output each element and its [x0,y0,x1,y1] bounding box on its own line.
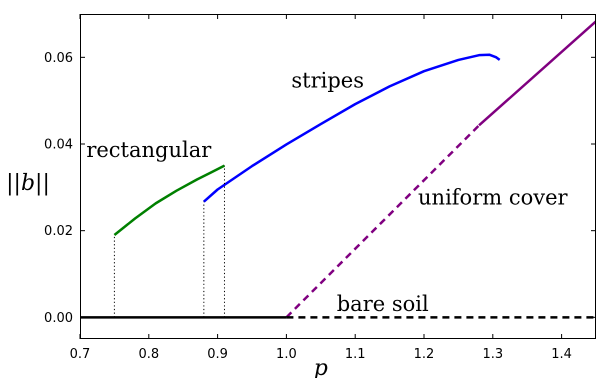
y-tick-label: 0.04 [44,138,73,153]
series-line-uniform-cover [478,20,596,127]
bifurcation-markers [113,165,225,318]
x-tick-label: 1.1 [345,347,366,362]
x-tick-label: 0.8 [138,347,159,362]
x-tick-label: 1.2 [414,347,435,362]
annotation-rectangular: rectangular [86,138,212,162]
series-line-stripes [203,53,501,203]
x-tick-label: 0.7 [70,347,91,362]
annotations: rectangular stripes uniform cover bare soil [86,69,568,316]
annotation-bare-soil: bare soil [337,292,429,316]
y-axis-label: ||b|| [6,171,50,196]
series-layer [80,20,596,319]
plot-frame [80,14,596,339]
y-tick-label: 0.02 [44,224,73,239]
annotation-stripes: stripes [291,69,364,93]
series-line-uniform-cover-unstable [285,124,480,319]
series-line-rectangular [113,164,226,236]
x-axis-label: p [314,356,328,378]
x-tick-label: 1.0 [276,347,297,362]
y-tick-label: 0.00 [44,311,73,326]
axis-ticks: 0.7 0.8 0.9 1.0 1.1 1.2 1.3 1.4 0.00 0.02 0.04 0.06 [44,14,596,362]
x-tick-label: 0.9 [207,347,228,362]
x-tick-label: 1.4 [551,347,572,362]
y-tick-label: 0.06 [44,51,73,66]
x-tick-label: 1.3 [482,347,503,362]
annotation-uniform-cover: uniform cover [418,186,569,210]
